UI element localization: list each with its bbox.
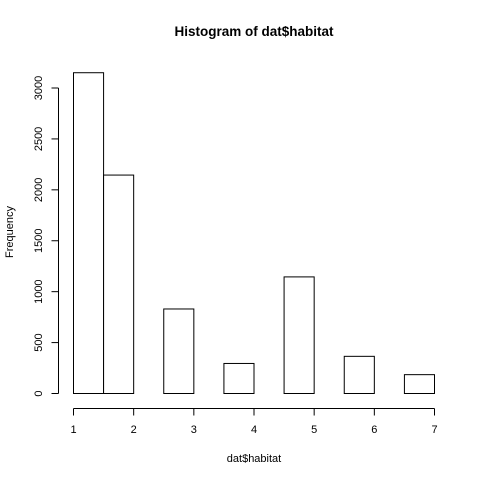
y-tick-label-3000: 3000 <box>33 76 45 100</box>
chart-title: Histogram of dat$habitat <box>174 24 334 39</box>
x-tick-label-1: 1 <box>70 424 76 436</box>
y-axis: 0 500 1000 1500 2000 2500 3000 <box>33 76 59 397</box>
x-tick-label-2: 2 <box>131 424 137 436</box>
x-tick-label-6: 6 <box>371 424 377 436</box>
y-tick-label-2000: 2000 <box>33 178 45 202</box>
y-tick-label-500: 500 <box>33 333 45 351</box>
y-axis-label: Frequency <box>4 206 16 258</box>
x-tick-label-4: 4 <box>251 424 257 436</box>
x-axis: 1 2 3 4 5 6 7 <box>70 409 437 437</box>
histogram-bar-12 <box>404 375 434 394</box>
histogram-bar-1 <box>74 73 104 394</box>
x-axis-label: dat$habitat <box>227 453 281 465</box>
histogram-bar-4 <box>164 309 194 394</box>
y-tick-label-0: 0 <box>33 390 45 396</box>
y-tick-label-1500: 1500 <box>33 229 45 253</box>
x-tick-label-5: 5 <box>311 424 317 436</box>
x-tick-label-3: 3 <box>191 424 197 436</box>
histogram-bar-8 <box>284 277 314 394</box>
y-tick-label-1000: 1000 <box>33 279 45 303</box>
y-tick-label-2500: 2500 <box>33 127 45 151</box>
histogram-bar-2 <box>104 175 134 393</box>
x-tick-label-7: 7 <box>431 424 437 436</box>
histogram-bar-6 <box>224 363 254 393</box>
histogram-bar-10 <box>344 356 374 393</box>
bars-group <box>74 73 435 394</box>
